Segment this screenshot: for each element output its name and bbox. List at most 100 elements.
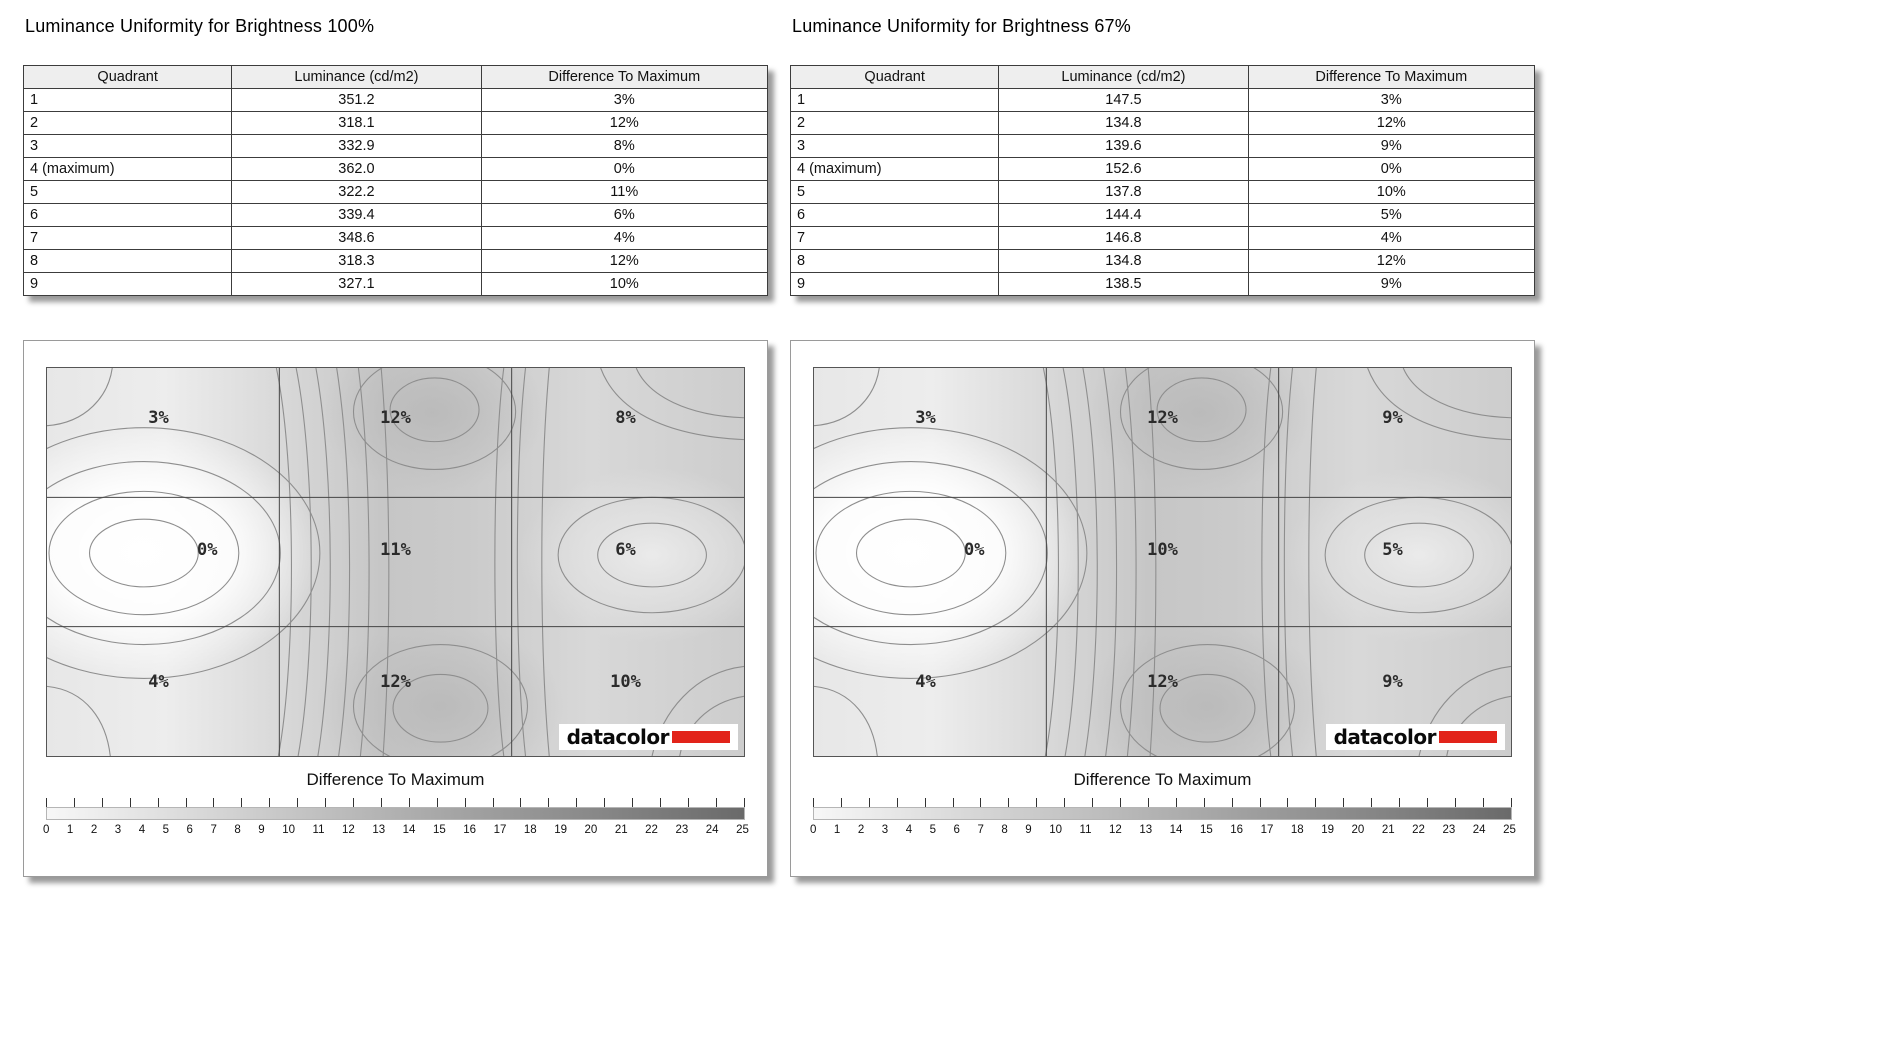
report-panels: Luminance Uniformity for Brightness 100%…: [22, 16, 1884, 877]
plot-cell-label: 12%: [1147, 408, 1178, 429]
colorbar-tick: [185, 798, 187, 807]
cell-luminance: 322.2: [231, 180, 482, 204]
cell-difference: 9%: [1247, 272, 1536, 296]
cell-luminance: 332.9: [231, 134, 482, 158]
cell-quadrant: 5: [789, 180, 1000, 204]
colorbar-tick-label: 4: [138, 824, 146, 836]
colorbar-tick-label: 25: [1503, 824, 1516, 836]
colorbar-tick-label: 10: [282, 824, 296, 836]
cell-luminance: 138.5: [998, 272, 1249, 296]
colorbar-tick-label: 1: [66, 824, 74, 836]
colorbar-tick: [952, 798, 954, 807]
table-row: 5 137.8 10%: [789, 180, 1536, 204]
table-header-row: Quadrant Luminance (cd/m2) Difference To…: [22, 65, 769, 89]
colorbar-tick: [297, 798, 299, 807]
table-row: 2 134.8 12%: [789, 111, 1536, 135]
colorbar-tick: [436, 798, 438, 807]
plot-cell-label: 12%: [380, 408, 411, 429]
cell-quadrant: 1: [789, 88, 1000, 112]
colorbar-tick-label: 24: [1472, 824, 1486, 836]
cell-quadrant: 7: [789, 226, 1000, 250]
colorbar-tick-label: 15: [432, 824, 446, 836]
cell-difference: 12%: [1247, 111, 1536, 135]
colorbar-tick: [408, 798, 410, 807]
colorbar-tick: [813, 798, 814, 807]
table-row: 2 318.1 12%: [22, 111, 769, 135]
colorbar-tick-label: 3: [881, 824, 889, 836]
table-row: 6 339.4 6%: [22, 203, 769, 227]
colorbar-tick: [1036, 798, 1038, 807]
colorbar-tick-label: 15: [1199, 824, 1213, 836]
cell-quadrant: 6: [789, 203, 1000, 227]
plot-cell-label: 4%: [915, 672, 936, 693]
colorbar-tick: [380, 798, 382, 807]
colorbar-tick-label: 0: [810, 824, 817, 836]
cell-luminance: 152.6: [998, 157, 1249, 181]
colorbar-tick: [352, 798, 354, 807]
colorbar-tick-label: 1: [833, 824, 841, 836]
colorbar-tick: [1454, 798, 1456, 807]
colorbar-tick-label: 10: [1049, 824, 1063, 836]
cell-difference: 6%: [480, 203, 769, 227]
plot-cell-label: 10%: [1147, 540, 1178, 561]
colorbar-tick-label: 2: [90, 824, 98, 836]
plot-cell-label: 4%: [148, 672, 169, 693]
colorbar-tick: [1203, 798, 1205, 807]
colorbar-tick: [1092, 798, 1094, 807]
colorbar-tick: [101, 798, 103, 807]
cell-quadrant: 6: [22, 203, 233, 227]
colorbar-labels: 0 1 2 3 4 5 6 7 8 9 10 11 12 13 14 15 16 17 18 19 20 21 22 23 24…: [43, 824, 749, 836]
colorbar-tick-label: 24: [705, 824, 719, 836]
colorbar-tick-label: 6: [953, 824, 960, 836]
header-difference: Difference To Maximum: [480, 65, 769, 89]
colorbar-tick: [687, 798, 689, 807]
panel-brightness-100: Luminance Uniformity for Brightness 100%…: [22, 16, 775, 877]
colorbar-tick: [1175, 798, 1177, 807]
datacolor-logo-text: datacolor: [1333, 725, 1437, 749]
plot-cell-label: 8%: [615, 408, 636, 429]
cell-difference: 3%: [1247, 88, 1536, 112]
colorbar-tick: [1399, 798, 1401, 807]
colorbar-tick-label: 14: [402, 824, 416, 836]
colorbar-tick-label: 18: [1290, 824, 1304, 836]
cell-luminance: 348.6: [231, 226, 482, 250]
cell-difference: 11%: [480, 180, 769, 204]
cell-luminance: 351.2: [231, 88, 482, 112]
plot-cell-label: 0%: [964, 540, 985, 561]
colorbar: 0 1 2 3 4 5 6 7 8 9 10 11 12 13 14 15 16 17 18 19 20 21 22 23 24…: [43, 798, 749, 836]
colorbar-tick: [715, 798, 717, 807]
cell-luminance: 318.1: [231, 111, 482, 135]
datacolor-logo-red-bar: [672, 731, 730, 743]
colorbar-tick: [241, 798, 243, 807]
table-row: 1 351.2 3%: [22, 88, 769, 112]
cell-luminance: 362.0: [231, 157, 482, 181]
colorbar-gradient: [813, 807, 1512, 820]
colorbar-tick-label: 5: [929, 824, 937, 836]
colorbar-tick: [1343, 798, 1345, 807]
plot-cell-label: 9%: [1382, 672, 1403, 693]
colorbar-gradient: [46, 807, 745, 820]
colorbar-tick: [492, 798, 494, 807]
colorbar-tick: [269, 798, 271, 807]
plot-cell-label: 9%: [1382, 408, 1403, 429]
plot-cell-label: 12%: [380, 672, 411, 693]
datacolor-logo-text: datacolor: [566, 725, 670, 749]
header-quadrant: Quadrant: [789, 65, 1000, 89]
colorbar-tick: [1371, 798, 1373, 807]
cell-quadrant: 4 (maximum): [22, 157, 233, 181]
colorbar-tick-label: 23: [1442, 824, 1456, 836]
cell-quadrant: 2: [789, 111, 1000, 135]
cell-difference: 10%: [480, 272, 769, 296]
colorbar-tick: [1147, 798, 1149, 807]
colorbar-tick-label: 3: [114, 824, 122, 836]
colorbar-tick-label: 18: [523, 824, 537, 836]
cell-luminance: 339.4: [231, 203, 482, 227]
cell-difference: 12%: [480, 249, 769, 273]
colorbar-tick: [659, 798, 661, 807]
plot-cell-label: 3%: [148, 408, 169, 429]
cell-difference: 4%: [480, 226, 769, 250]
cell-difference: 12%: [1247, 249, 1536, 273]
plot-cell-label: 5%: [1382, 540, 1403, 561]
colorbar-tick-label: 23: [675, 824, 689, 836]
